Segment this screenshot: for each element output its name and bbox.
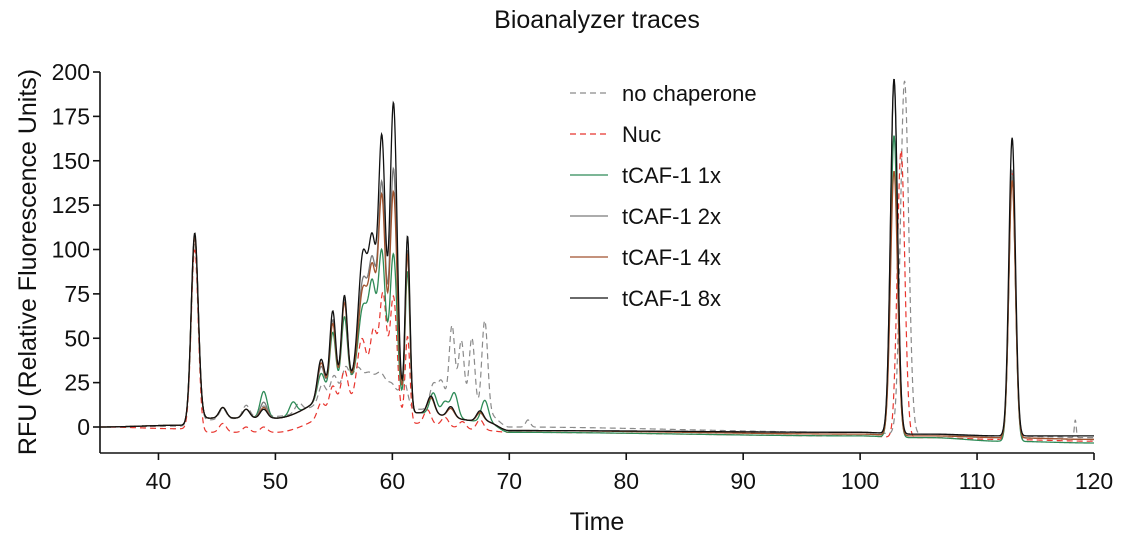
y-tick-label: 175 [52,103,90,129]
series-line-1 [100,149,1094,442]
x-tick-label: 40 [146,468,172,494]
x-axis-label: Time [570,508,625,536]
chart-title: Bioanalyzer traces [494,6,700,34]
x-axis-ticks: 40 50 60 70 80 90 100 110 120 [146,453,1113,494]
legend: no chaperone Nuc tCAF-1 1x tCAF-1 2x tCAF-1 … [570,81,757,311]
legend-entry: tCAF-1 1x [622,163,721,188]
y-tick-label: 150 [52,148,90,174]
y-tick-label: 25 [64,370,90,396]
y-tick-label: 200 [52,59,90,85]
series-lines [100,78,1094,444]
series-line-3 [100,82,1094,441]
x-tick-label: 90 [730,468,756,494]
series-line-5 [100,78,1094,437]
x-tick-label: 60 [380,468,406,494]
x-tick-label: 50 [263,468,289,494]
x-tick-label: 80 [613,468,639,494]
x-tick-label: 100 [841,468,879,494]
y-tick-label: 125 [52,192,90,218]
x-tick-label: 120 [1075,468,1113,494]
series-line-0 [100,80,1094,439]
legend-entry: Nuc [622,122,661,147]
x-tick-label: 110 [959,468,996,494]
series-line-4 [100,170,1094,441]
legend-entry: no chaperone [622,81,757,106]
y-axis-ticks: 0 25 50 75 100 125 150 175 200 [52,59,100,440]
legend-entry: tCAF-1 8x [622,286,721,311]
legend-entry: tCAF-1 4x [622,245,721,270]
legend-entry: tCAF-1 2x [622,204,721,229]
y-tick-label: 75 [64,281,90,307]
y-axis-label: RFU (Relative Fluorescence Units) [14,69,42,455]
x-tick-label: 70 [496,468,522,494]
series-line-2 [100,135,1094,444]
y-tick-label: 100 [52,237,90,263]
y-tick-label: 0 [77,414,90,440]
y-tick-label: 50 [64,325,90,351]
